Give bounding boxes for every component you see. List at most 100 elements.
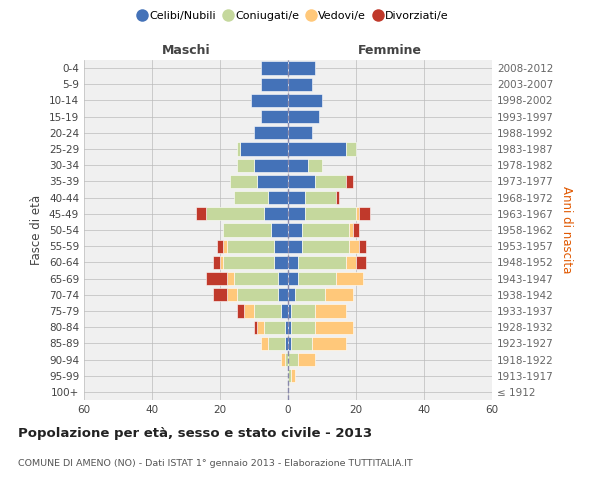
Bar — [220, 256, 223, 269]
Bar — [254, 126, 288, 140]
Bar — [213, 288, 227, 302]
Bar — [288, 272, 298, 285]
Bar — [359, 207, 370, 220]
Bar — [288, 353, 298, 366]
Bar — [281, 353, 284, 366]
Bar — [288, 240, 302, 253]
Bar — [346, 175, 353, 188]
Bar — [237, 158, 254, 172]
Bar — [315, 175, 346, 188]
Bar — [346, 256, 356, 269]
Bar — [353, 224, 359, 236]
Bar — [284, 336, 288, 350]
Bar — [227, 240, 274, 253]
Bar — [295, 288, 325, 302]
Bar — [217, 240, 223, 253]
Bar — [288, 336, 292, 350]
Bar — [233, 272, 278, 285]
Bar — [288, 256, 298, 269]
Bar — [284, 353, 288, 366]
Bar — [325, 288, 353, 302]
Bar — [288, 110, 319, 124]
Bar — [268, 191, 288, 204]
Bar — [359, 240, 366, 253]
Bar — [237, 304, 244, 318]
Bar — [284, 320, 288, 334]
Bar — [254, 304, 281, 318]
Bar — [223, 256, 274, 269]
Bar — [271, 224, 288, 236]
Bar — [288, 224, 302, 236]
Bar — [227, 288, 237, 302]
Y-axis label: Anni di nascita: Anni di nascita — [560, 186, 573, 274]
Bar — [261, 110, 288, 124]
Bar — [288, 126, 312, 140]
Bar — [206, 207, 264, 220]
Bar — [278, 272, 288, 285]
Bar — [346, 142, 356, 156]
Bar — [254, 158, 288, 172]
Bar — [261, 336, 268, 350]
Bar — [288, 320, 292, 334]
Bar — [241, 142, 288, 156]
Bar — [257, 320, 264, 334]
Bar — [288, 175, 315, 188]
Bar — [206, 272, 227, 285]
Bar — [315, 304, 346, 318]
Bar — [288, 304, 292, 318]
Bar — [288, 78, 312, 91]
Bar — [292, 369, 295, 382]
Text: Femmine: Femmine — [358, 44, 422, 58]
Bar — [288, 62, 315, 74]
Bar — [335, 272, 363, 285]
Bar — [264, 320, 284, 334]
Bar — [288, 207, 305, 220]
Bar — [308, 158, 322, 172]
Legend: Celibi/Nubili, Coniugati/e, Vedovi/e, Divorziati/e: Celibi/Nubili, Coniugati/e, Vedovi/e, Di… — [135, 6, 453, 26]
Bar — [237, 288, 278, 302]
Bar — [223, 240, 227, 253]
Bar — [305, 191, 335, 204]
Bar — [298, 272, 335, 285]
Bar — [315, 320, 353, 334]
Bar — [288, 142, 346, 156]
Bar — [288, 369, 292, 382]
Bar — [261, 62, 288, 74]
Bar — [268, 336, 284, 350]
Bar — [292, 320, 315, 334]
Bar — [278, 288, 288, 302]
Bar — [230, 175, 257, 188]
Bar — [223, 224, 271, 236]
Bar — [274, 240, 288, 253]
Bar — [349, 240, 359, 253]
Bar — [298, 256, 346, 269]
Bar — [281, 304, 288, 318]
Bar — [288, 94, 322, 107]
Bar — [264, 207, 288, 220]
Bar — [302, 240, 349, 253]
Bar — [288, 158, 308, 172]
Bar — [349, 224, 353, 236]
Bar — [305, 207, 356, 220]
Bar — [335, 191, 339, 204]
Bar — [196, 207, 206, 220]
Bar — [244, 304, 254, 318]
Bar — [288, 288, 295, 302]
Bar — [292, 304, 315, 318]
Bar — [213, 256, 220, 269]
Bar — [254, 320, 257, 334]
Bar — [356, 256, 366, 269]
Text: Popolazione per età, sesso e stato civile - 2013: Popolazione per età, sesso e stato civil… — [18, 428, 372, 440]
Bar — [257, 175, 288, 188]
Bar — [274, 256, 288, 269]
Bar — [288, 191, 305, 204]
Bar — [233, 191, 268, 204]
Bar — [298, 353, 315, 366]
Bar — [227, 272, 233, 285]
Text: Maschi: Maschi — [161, 44, 211, 58]
Bar — [237, 142, 241, 156]
Text: COMUNE DI AMENO (NO) - Dati ISTAT 1° gennaio 2013 - Elaborazione TUTTITALIA.IT: COMUNE DI AMENO (NO) - Dati ISTAT 1° gen… — [18, 459, 413, 468]
Bar — [261, 78, 288, 91]
Bar — [251, 94, 288, 107]
Bar — [356, 207, 359, 220]
